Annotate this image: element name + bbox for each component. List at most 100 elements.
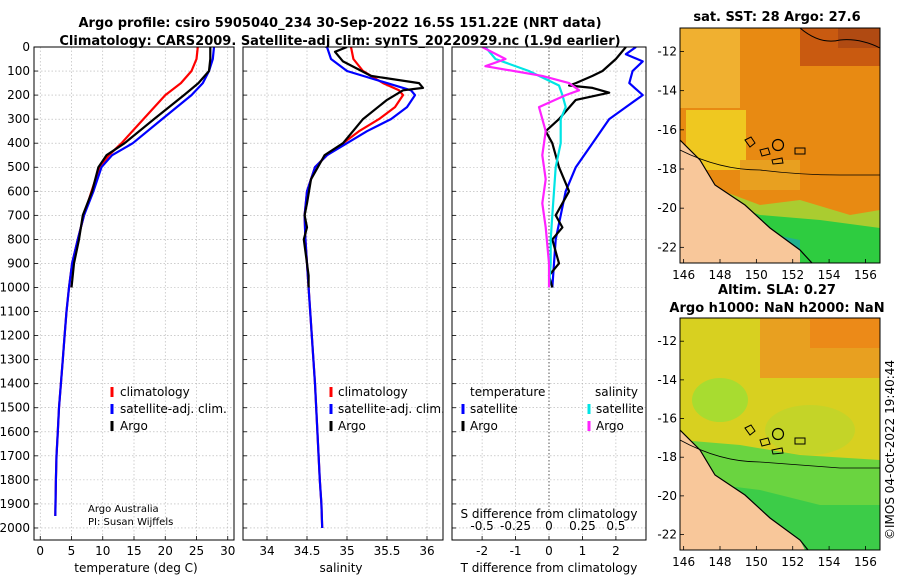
map-xtick-label: 156 [854,555,877,569]
ytick-label: 1600 [0,425,30,439]
xtick-label: 34.5 [294,544,321,558]
map-ytick-label: -14 [657,373,677,387]
sst-map-image [680,28,880,263]
map-ytick-label: -22 [657,240,677,254]
map-ytick-label: -18 [657,162,677,176]
ytick-label: 800 [7,232,30,246]
map-ytick-label: -22 [657,528,677,542]
map-ytick-label: -12 [657,334,677,348]
series-line-t-satellite [551,47,644,288]
series-line-argo [70,47,212,288]
map-ytick-label: -20 [657,489,677,503]
credit-line2: PI: Susan Wijffels [88,517,173,528]
sla-isobath [680,439,880,469]
legend-label-climatology: climatology [338,385,408,399]
xtick-label: 35 [339,544,354,558]
difference-xlabel2: S difference from climatology [461,507,638,521]
sst-coastline [680,139,813,263]
legend-label-t-satellite: satellite [470,402,518,416]
map-xtick-label: 146 [672,555,695,569]
sla-yellow-green [765,405,855,455]
map-xtick-label: 154 [818,555,841,569]
sla-map-title2: Argo h1000: NaN h2000: NaN [669,301,884,316]
xtick-label: 36 [419,544,434,558]
ytick-label: 400 [7,136,30,150]
legend-label-argo: Argo [120,419,148,433]
sst-reef-contour-top [799,28,880,49]
sst-warm-core [838,28,880,48]
difference-legend: temperature salinity satellite Argo sate… [461,385,644,433]
xtick-label: 30 [220,544,235,558]
xtick-label: 5 [68,544,76,558]
xtick-label: 0 [545,544,553,558]
series-line-s-argo [481,47,581,288]
map-xtick-label: 152 [781,555,804,569]
ytick-label: 700 [7,208,30,222]
sst-yellow-patch [680,28,740,108]
map-xtick-label: 152 [781,268,804,282]
xtick-label: 2 [612,544,620,558]
map-ytick-label: -12 [657,45,677,59]
legend-label-satellite: satellite-adj. clim. [120,402,227,416]
series-line-satellite-adj-clim- [54,47,216,517]
sla-argo-marker [771,427,785,441]
credit-line1: Argo Australia [88,504,159,515]
xtick-label: -1 [510,544,522,558]
legend-header-salinity: salinity [595,385,638,399]
temperature-legend: climatology satellite-adj. clim. Argo [110,385,227,433]
series-line-argo [302,47,425,288]
ytick-label: 2000 [0,521,30,535]
sst-map-frame [679,27,881,264]
series-line-climatology [54,47,199,517]
xtick2-label: -0.5 [470,519,493,533]
legend-label-t-argo: Argo [470,419,498,433]
xtick-label: 25 [189,544,204,558]
ytick-label: 1400 [0,377,30,391]
ytick-label: 1200 [0,329,30,343]
map-xtick-label: 150 [745,268,768,282]
sst-map-ticks: 146 148 150 152 154 156 -12 -14 -16 -18 -20 -22 [657,45,877,283]
sla-reefs [744,424,806,455]
temperature-ticks: 0100200300400500600700800900100011001200… [0,40,235,558]
xtick2-label: -0.25 [500,519,531,533]
sst-land [680,140,800,263]
figure-title-line2: Climatology: CARS2009. Satellite-adj cli… [59,34,620,49]
temperature-lines [54,47,216,517]
xtick-label: 15 [126,544,141,558]
ytick-label: 300 [7,112,30,126]
timestamp: ©IMOS 04-Oct-2022 19:40:44 [883,360,897,540]
sst-isobath [680,149,880,176]
sst-orange-band [740,160,800,190]
map-xtick-label: 148 [709,555,732,569]
ytick-label: 1500 [0,401,30,415]
figure-title-line1: Argo profile: csiro 5905040_234 30-Sep-2… [78,16,601,31]
legend-label-climatology: climatology [120,385,190,399]
map-ytick-label: -14 [657,84,677,98]
ytick-label: 500 [7,160,30,174]
sla-orange-core [810,318,880,348]
map-ytick-label: -18 [657,450,677,464]
salinity-axes-frame [242,46,444,541]
sla-map-ticks: 146 148 150 152 154 156 -12 -14 -16 -18 -20 -22 [657,334,877,569]
ytick-label: 1100 [0,305,30,319]
series-line-t-argo [544,47,627,288]
map-xtick-label: 154 [818,268,841,282]
ytick-label: 100 [7,64,30,78]
ytick-label: 200 [7,88,30,102]
xtick-label: 34 [259,544,274,558]
sla-green-blob [692,378,748,422]
sla-land [680,430,805,550]
sla-map-image [680,318,880,550]
map-xtick-label: 156 [854,268,877,282]
xtick-label: 20 [158,544,173,558]
map-ytick-label: -20 [657,201,677,215]
ytick-label: 600 [7,184,30,198]
xtick-label: 10 [95,544,110,558]
temperature-xlabel: temperature (deg C) [74,561,197,575]
temperature-grid [34,46,234,540]
xtick2-label: 0.25 [569,519,596,533]
map-ytick-label: -16 [657,412,677,426]
map-xtick-label: 150 [745,555,768,569]
sst-argo-marker [771,138,785,152]
